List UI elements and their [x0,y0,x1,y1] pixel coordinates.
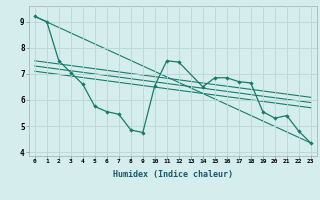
X-axis label: Humidex (Indice chaleur): Humidex (Indice chaleur) [113,170,233,179]
